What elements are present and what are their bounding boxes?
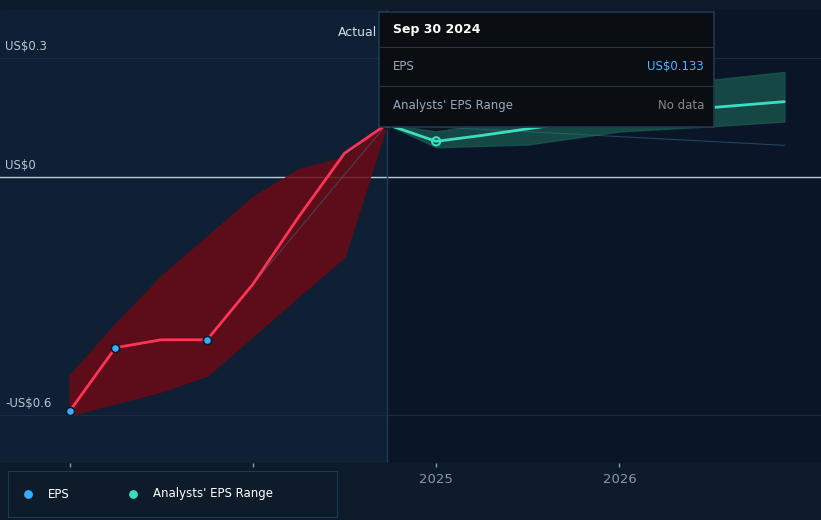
Point <box>200 335 213 344</box>
Point <box>429 137 443 146</box>
Point <box>380 120 393 128</box>
Point <box>63 407 76 415</box>
Text: Analysts Forecasts: Analysts Forecasts <box>401 27 518 40</box>
Text: Analysts' EPS Range: Analysts' EPS Range <box>392 99 512 112</box>
Text: US$0: US$0 <box>6 159 36 172</box>
Text: EPS: EPS <box>392 60 415 73</box>
Text: EPS: EPS <box>48 488 69 500</box>
Text: -US$0.6: -US$0.6 <box>6 397 52 410</box>
Point <box>21 490 34 498</box>
Text: US$0.3: US$0.3 <box>6 40 48 53</box>
Bar <box>0 10 387 463</box>
Text: No data: No data <box>658 99 704 112</box>
Bar <box>387 10 821 463</box>
Text: Sep 30 2024: Sep 30 2024 <box>392 23 480 36</box>
Text: US$0.133: US$0.133 <box>648 60 704 73</box>
Text: Analysts' EPS Range: Analysts' EPS Range <box>153 488 273 500</box>
Text: Actual: Actual <box>338 27 378 40</box>
Point <box>380 120 393 128</box>
Point <box>612 111 626 120</box>
Point <box>109 344 122 352</box>
Point <box>126 490 140 498</box>
